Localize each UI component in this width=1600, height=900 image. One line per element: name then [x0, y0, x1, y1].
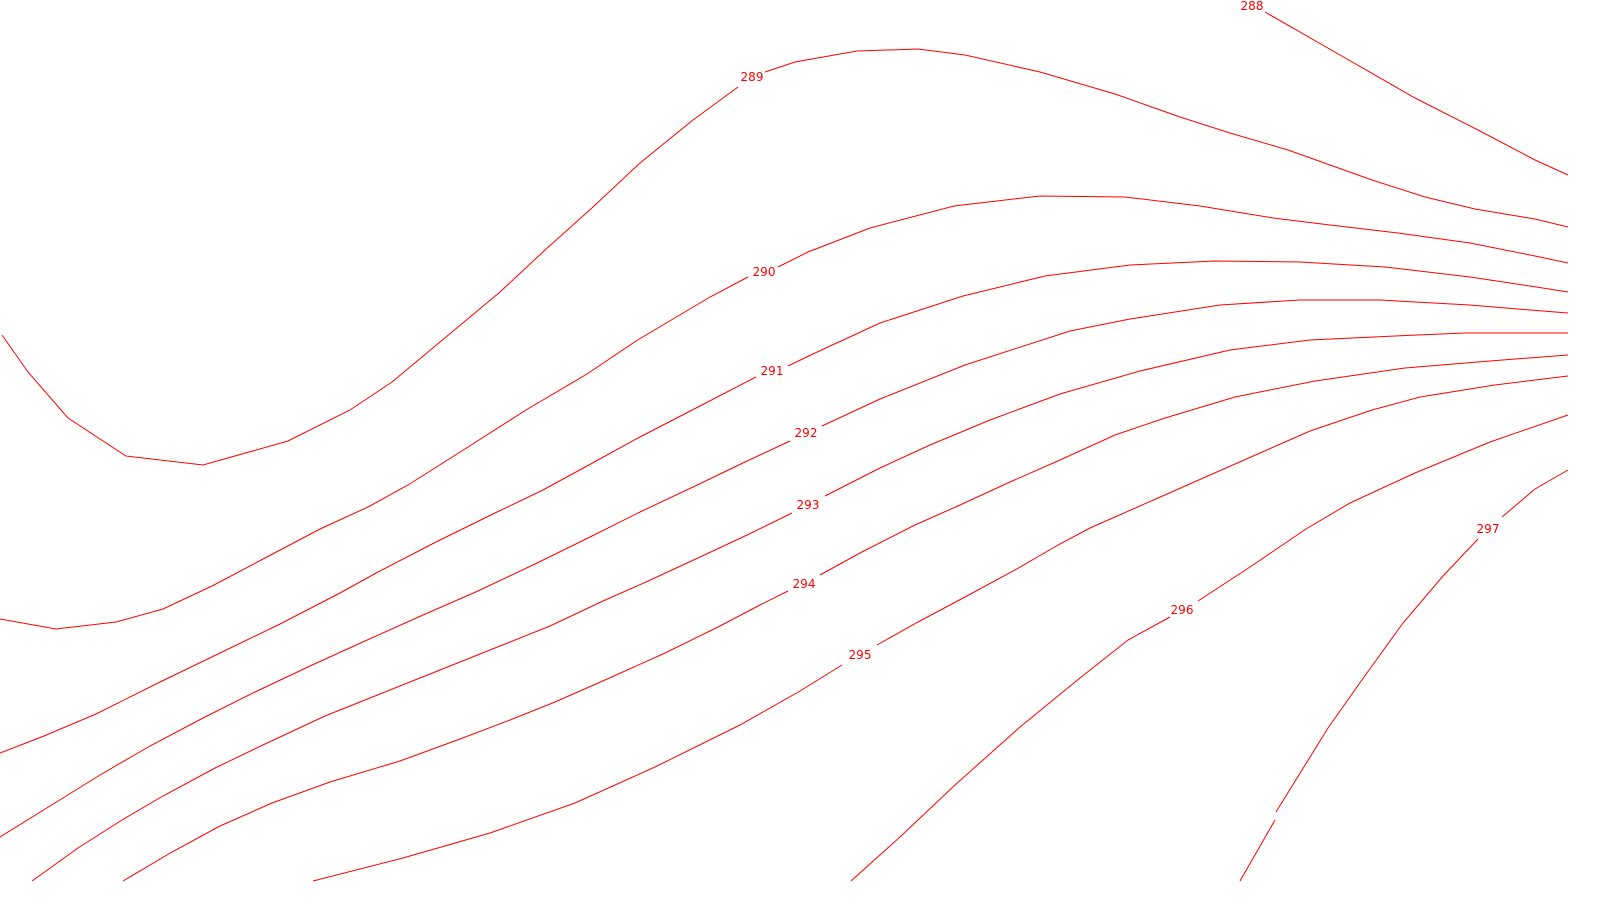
contour-label-297: 297 — [1475, 522, 1501, 536]
contour-line-289 — [1, 48, 1569, 466]
contour-label-296: 296 — [1169, 603, 1195, 617]
contour-label-293: 293 — [795, 498, 821, 512]
contour-line-296 — [850, 414, 1569, 882]
contour-label-294-text: 294 — [793, 577, 816, 591]
contour-label-292-text: 292 — [795, 426, 818, 440]
contour-label-295: 295 — [847, 648, 873, 662]
contour-label-288-text: 288 — [1241, 0, 1264, 13]
contour-line-293 — [31, 332, 1568, 882]
contour-line-297 — [1239, 469, 1569, 882]
contour-line-295 — [312, 375, 1569, 882]
contour-label-291-text: 291 — [761, 364, 784, 378]
contour-label-292: 292 — [793, 426, 819, 440]
contour-label-297-text: 297 — [1477, 522, 1500, 536]
contour-lines — [0, 11, 1569, 882]
contour-label-294: 294 — [791, 577, 817, 591]
contour-line-290 — [0, 195, 1569, 630]
contour-label-290: 290 — [751, 265, 777, 279]
contour-line-292 — [0, 299, 1569, 838]
contour-line-291 — [0, 260, 1569, 754]
contour-label-295-text: 295 — [849, 648, 872, 662]
contour-label-296-text: 296 — [1171, 603, 1194, 617]
contour-labels: 288 289 290 291 292 293 294 295 — [739, 0, 1501, 662]
contour-label-289: 289 — [739, 70, 765, 84]
contour-label-291: 291 — [759, 364, 785, 378]
contour-label-289-text: 289 — [741, 70, 764, 84]
contour-line-288 — [1264, 11, 1569, 176]
contour-label-288: 288 — [1239, 0, 1265, 13]
contour-label-290-text: 290 — [753, 265, 776, 279]
contour-label-293-text: 293 — [797, 498, 820, 512]
contour-line-294 — [122, 354, 1569, 882]
